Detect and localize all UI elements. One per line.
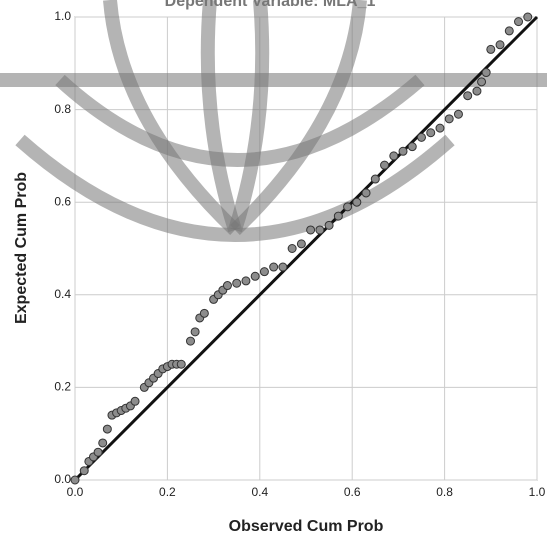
y-tick-label: 0.6: [54, 194, 71, 208]
point: [398, 146, 408, 156]
point: [98, 438, 108, 448]
x-axis-title: Observed Cum Prob: [229, 518, 384, 535]
y-tick-label: 0.0: [54, 472, 71, 486]
point: [93, 447, 103, 457]
point: [523, 12, 533, 22]
point: [190, 327, 200, 337]
point: [481, 68, 491, 78]
point: [417, 132, 426, 142]
point: [444, 114, 454, 124]
point: [315, 225, 325, 235]
x-tick-label: 0.4: [251, 485, 268, 499]
point: [269, 262, 279, 272]
watermark: [0, 0, 547, 242]
point: [222, 281, 232, 291]
point: [370, 174, 380, 184]
point: [352, 197, 362, 207]
y-tick-label: 0.4: [54, 287, 71, 301]
y-axis-title: Expected Cum Prob: [13, 172, 30, 324]
point: [176, 359, 186, 369]
point: [361, 188, 371, 198]
point: [495, 40, 505, 50]
point: [130, 396, 140, 406]
point: [70, 475, 80, 485]
point: [407, 142, 417, 152]
y-tick-label: 1.0: [54, 9, 71, 23]
point: [186, 336, 195, 346]
point: [504, 26, 514, 36]
point: [287, 244, 297, 253]
point: [241, 276, 251, 286]
x-tick-label: 0.2: [159, 485, 176, 499]
chart-title: Dependent Variable: MLA_1: [165, 0, 376, 10]
x-tick-label: 0.6: [344, 485, 361, 499]
point: [278, 262, 288, 272]
y-tick-label: 0.8: [54, 102, 71, 116]
point: [296, 239, 306, 249]
point: [389, 151, 399, 161]
point: [306, 225, 316, 235]
point: [380, 160, 390, 170]
point: [343, 202, 353, 212]
x-tick-label: 0.0: [67, 485, 84, 499]
point: [463, 91, 473, 101]
point: [259, 267, 269, 277]
y-tick-label: 0.2: [54, 380, 71, 394]
reference-line: [73, 15, 539, 482]
point: [199, 308, 209, 318]
point: [79, 466, 89, 476]
point: [435, 123, 445, 133]
point: [232, 278, 242, 288]
point: [324, 220, 334, 230]
point: [426, 128, 436, 138]
point: [472, 86, 482, 96]
point: [486, 44, 496, 54]
point: [453, 109, 463, 119]
x-tick-label: 1.0: [529, 485, 546, 499]
point: [514, 17, 524, 27]
point: [250, 271, 260, 281]
point: [102, 424, 112, 434]
point: [333, 211, 343, 221]
point: [477, 77, 487, 87]
x-tick-label: 0.8: [436, 485, 453, 499]
